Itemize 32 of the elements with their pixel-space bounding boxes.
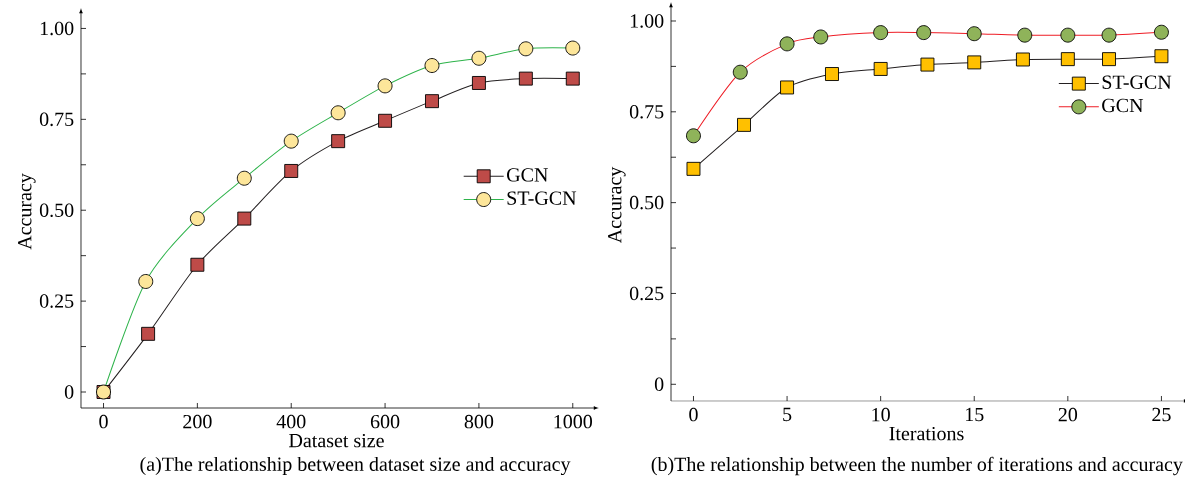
y-tick-label: 0.50 <box>629 195 664 210</box>
y-tick-label: 0.75 <box>39 112 74 127</box>
y-tick-label: 1.00 <box>40 21 74 36</box>
x-tick-label: 5 <box>783 407 792 422</box>
x-tick-label: 1000 <box>554 414 593 429</box>
y-tick-label: 1.00 <box>630 14 664 28</box>
y-axis-title: Accuracy <box>608 166 626 244</box>
y-tick-label: 0 <box>64 385 74 399</box>
text: (a)The relationship between dataset size and accuracy <box>140 456 571 476</box>
legend-label: GCN <box>1102 98 1144 113</box>
y-axis-title: Accuracy <box>18 173 36 250</box>
y-tick-label: 0.50 <box>39 203 74 218</box>
x-axis-title: Iterations <box>889 426 964 441</box>
x-tick-label: 25 <box>1152 407 1171 422</box>
x-tick-label: 15 <box>966 407 984 422</box>
x-tick-label: 10 <box>872 407 890 422</box>
x-tick-label: 600 <box>370 414 400 429</box>
text: (b)The relationship between the number of iterations and accuracy <box>651 456 1183 476</box>
x-tick-label: 800 <box>464 414 494 429</box>
x-tick-label: 200 <box>183 414 212 429</box>
y-tick-label: 0.25 <box>629 286 664 301</box>
y-tick-label: 0.25 <box>39 294 74 308</box>
y-tick-label: 0 <box>654 377 664 392</box>
x-axis-title: Dataset size <box>289 433 384 448</box>
x-tick-label: 0 <box>99 414 108 429</box>
x-tick-label: 400 <box>276 414 306 429</box>
x-tick-label: 0 <box>689 407 698 422</box>
x-tick-label: 20 <box>1058 407 1078 422</box>
y-tick-label: 0.75 <box>629 105 664 119</box>
legend-label: ST-GCN <box>1102 75 1172 89</box>
legend-label: ST-GCN <box>507 191 577 205</box>
legend-label: GCN <box>507 168 548 182</box>
